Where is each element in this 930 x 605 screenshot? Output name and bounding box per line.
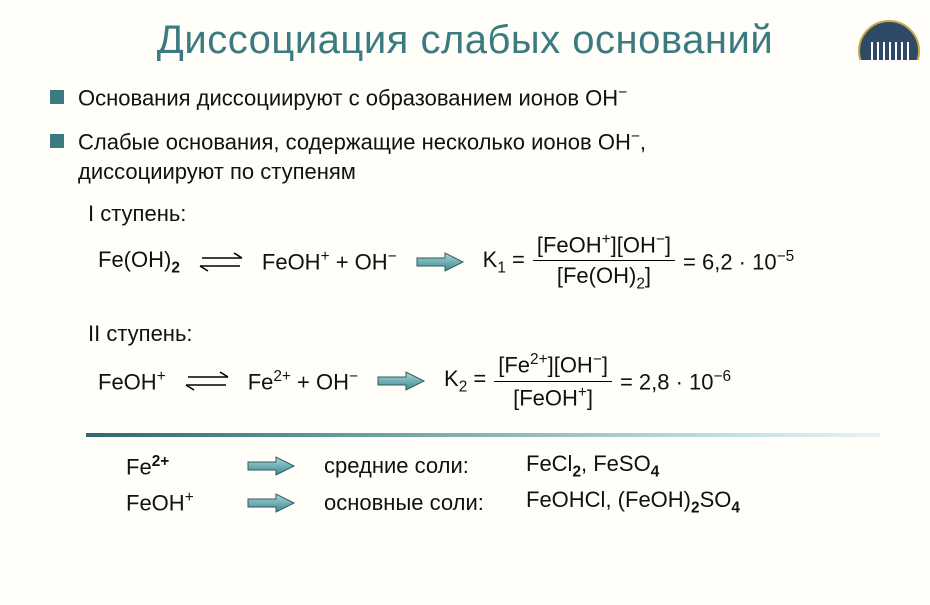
reaction-row: FeOH+ Fe2+ + OH− K2 = (98, 351, 880, 411)
implies-arrow-icon (415, 250, 465, 274)
reaction-row: Fe(OH)2 FeOH+ + OH− K1 = (98, 231, 880, 294)
implies-arrow-icon (376, 369, 426, 393)
step-label: I ступень: (88, 201, 880, 227)
slide-title: Диссоциация слабых оснований (50, 18, 880, 63)
salt-type-label: основные соли: (324, 490, 524, 516)
bullet-text: Слабые основания, содержащие несколько и… (78, 127, 646, 187)
reactant: FeOH+ (98, 368, 166, 395)
product: FeOH+ + OH− (262, 248, 397, 275)
implies-arrow-icon (246, 454, 296, 478)
slide: Диссоциация слабых оснований Основания д… (0, 18, 930, 605)
equilibrium-constant: K2 = [Fe2+][OH−] [FeOH+] = 2,8 · 10−6 (444, 351, 731, 411)
equilibrium-arrow-icon (180, 368, 234, 394)
equilibrium-arrow-icon (194, 249, 248, 275)
step-label: II ступень: (88, 321, 880, 347)
salt-ion: FeOH+ (126, 489, 236, 516)
institution-logo (858, 20, 920, 60)
salt-ion: Fe2+ (126, 453, 236, 480)
salt-examples: FeCl2, FeSO4 (526, 451, 659, 481)
salt-row: FeOH+ основные соли: FeOHCl, (FeOH)2SO4 (126, 487, 880, 517)
salt-examples: FeOHCl, (FeOH)2SO4 (526, 487, 740, 517)
bullet-square-icon (50, 90, 64, 104)
implies-arrow-icon (246, 491, 296, 515)
divider (86, 433, 880, 437)
reactant: Fe(OH)2 (98, 247, 180, 277)
product: Fe2+ + OH− (248, 368, 358, 395)
bullet-item: Основания диссоциируют с образованием ио… (50, 83, 880, 113)
equilibrium-constant: K1 = [FeOH+][OH−] [Fe(OH)2] = 6,2 · 10−5 (483, 231, 795, 294)
salt-type-label: средние соли: (324, 453, 524, 479)
bullet-square-icon (50, 134, 64, 148)
bullet-text: Основания диссоциируют с образованием ио… (78, 83, 627, 113)
bullet-item: Слабые основания, содержащие несколько и… (50, 127, 880, 187)
salt-row: Fe2+ средние соли: FeCl2, FeSO4 (126, 451, 880, 481)
